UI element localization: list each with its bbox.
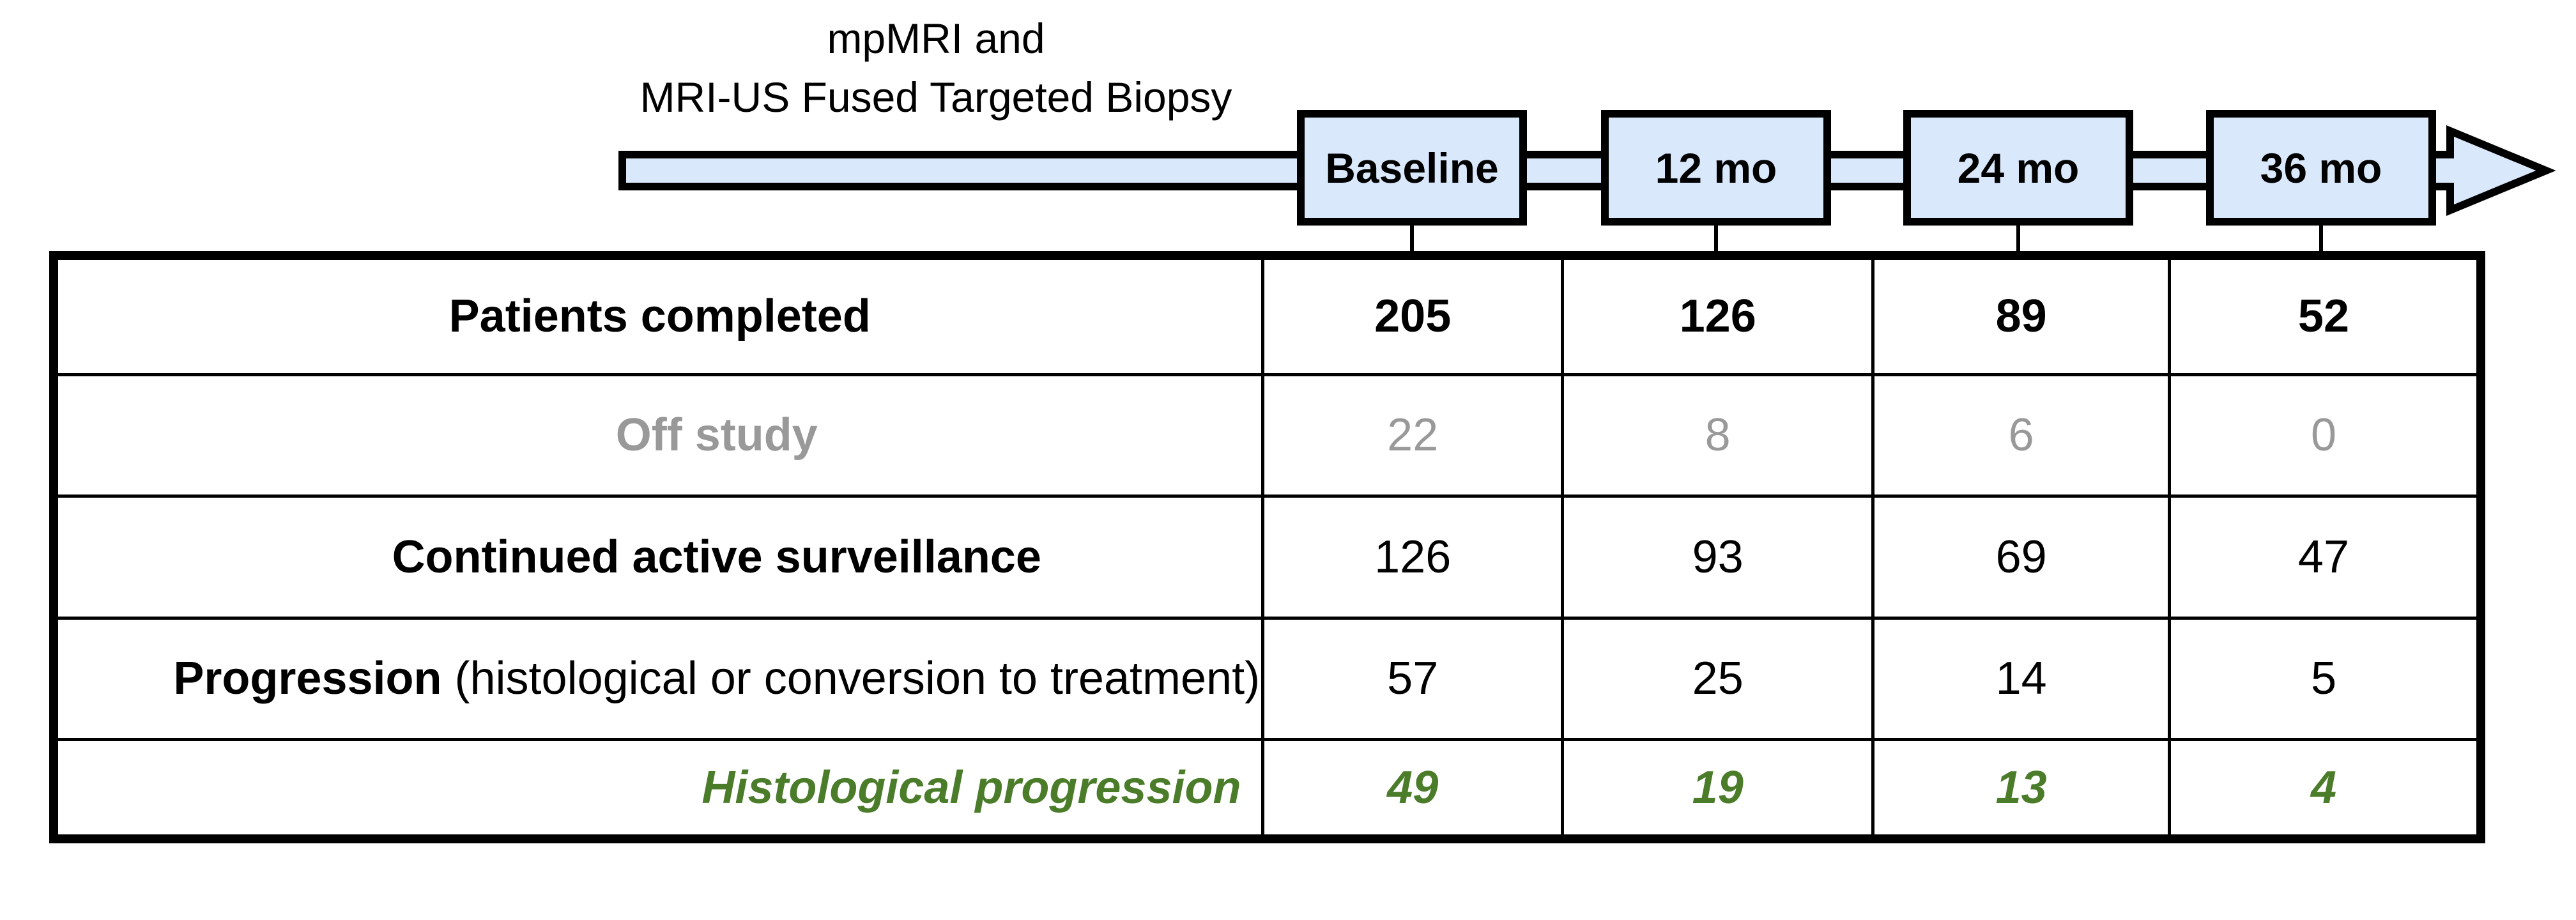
follow-up-table: Patients completed 205 126 89 52 Off stu…	[49, 251, 2485, 843]
milestone-box-24mo: 24 mo	[1903, 110, 2133, 226]
table-row-off-study: Off study 22 8 6 0	[52, 372, 2483, 498]
row-label-continued-surveillance: Continued active surveillance	[52, 494, 1265, 620]
cell-off-study-baseline: 22	[1261, 372, 1564, 498]
cell-patients-completed-12mo: 126	[1560, 254, 1875, 376]
row-label-off-study: Off study	[52, 372, 1265, 498]
connector-tick-12mo	[1714, 224, 1718, 254]
milestone-label-baseline: Baseline	[1325, 144, 1499, 192]
cell-continued-surveillance-12mo: 93	[1560, 494, 1875, 620]
timeline-arrow-shape	[618, 125, 2556, 216]
cell-off-study-24mo: 6	[1871, 372, 2171, 498]
table-row-histological-progression: Histological progression 49 19 13 4	[52, 737, 2483, 841]
row-label-histological-progression: Histological progression	[52, 737, 1265, 841]
milestone-box-baseline: Baseline	[1297, 110, 1527, 226]
cell-progression-baseline: 57	[1261, 616, 1564, 741]
cell-histological-progression-24mo: 13	[1871, 737, 2171, 841]
table-row-continued-surveillance: Continued active surveillance 126 93 69 …	[52, 494, 2483, 620]
cell-progression-12mo: 25	[1560, 616, 1875, 741]
cell-continued-surveillance-36mo: 47	[2167, 494, 2483, 620]
cell-progression-24mo: 14	[1871, 616, 2171, 741]
timeline-title-line2: MRI-US Fused Targeted Biopsy	[640, 73, 1232, 121]
timeline-title: mpMRI and MRI-US Fused Targeted Biopsy	[447, 9, 1425, 127]
milestone-box-36mo: 36 mo	[2206, 110, 2436, 226]
cell-histological-progression-12mo: 19	[1560, 737, 1875, 841]
cell-off-study-36mo: 0	[2167, 372, 2483, 498]
cell-histological-progression-36mo: 4	[2167, 737, 2483, 841]
cell-patients-completed-24mo: 89	[1871, 254, 2171, 376]
cell-progression-36mo: 5	[2167, 616, 2483, 741]
cell-histological-progression-baseline: 49	[1261, 737, 1564, 841]
cell-continued-surveillance-24mo: 69	[1871, 494, 2171, 620]
row-label-progression-bold: Progression	[173, 653, 442, 704]
connector-tick-24mo	[2016, 224, 2020, 254]
timeline-arrow	[618, 125, 2556, 216]
milestone-label-12mo: 12 mo	[1655, 144, 1777, 192]
timeline-title-line1: mpMRI and	[827, 15, 1045, 62]
cell-continued-surveillance-baseline: 126	[1261, 494, 1564, 620]
connector-tick-36mo	[2319, 224, 2323, 254]
cell-patients-completed-36mo: 52	[2167, 254, 2483, 376]
cell-off-study-12mo: 8	[1560, 372, 1875, 498]
connector-tick-baseline	[1410, 224, 1414, 254]
milestone-label-24mo: 24 mo	[1957, 144, 2080, 192]
row-label-patients-completed: Patients completed	[52, 254, 1265, 376]
row-label-progression-rest: (histological or conversion to treatment…	[441, 653, 1261, 704]
row-label-progression: Progression (histological or conversion …	[52, 616, 1265, 741]
table-row-progression: Progression (histological or conversion …	[52, 616, 2483, 741]
cell-patients-completed-baseline: 205	[1261, 254, 1564, 376]
milestone-box-12mo: 12 mo	[1601, 110, 1831, 226]
table-row-patients-completed: Patients completed 205 126 89 52	[52, 254, 2483, 376]
milestone-label-36mo: 36 mo	[2260, 144, 2382, 192]
